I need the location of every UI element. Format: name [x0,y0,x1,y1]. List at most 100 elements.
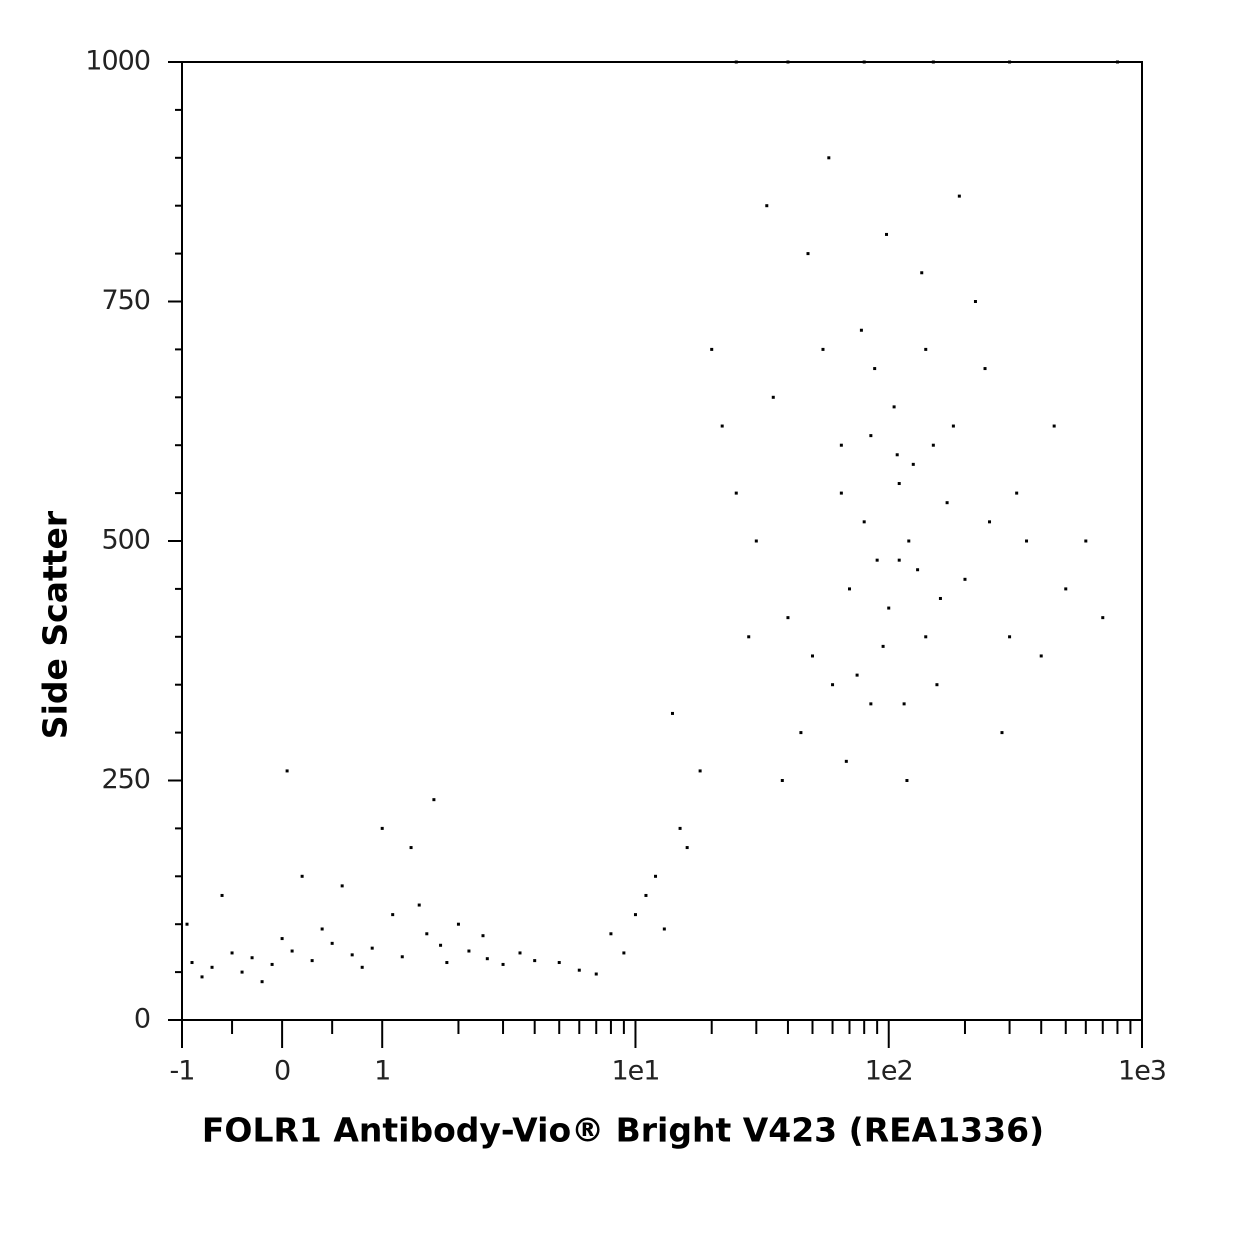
data-point [670,711,674,715]
data-point [907,539,911,543]
data-point [935,683,939,687]
y-tick-label: 250 [101,764,150,795]
data-point [905,779,909,782]
data-point [557,961,561,965]
data-point [678,826,682,830]
data-point [873,367,877,371]
data-point [417,903,421,907]
data-point [827,156,831,160]
data-point [844,759,848,763]
data-point [862,520,866,524]
data-point [1084,539,1088,543]
data-point [633,913,637,917]
data-point [340,884,344,888]
plot-frame [181,61,1143,1021]
data-point [957,194,961,198]
data-point [931,60,935,64]
data-point [330,941,334,945]
data-point [1115,60,1119,64]
data-point [973,300,977,303]
data-point [916,568,920,572]
data-point [185,922,189,926]
data-point [698,769,702,773]
x-tick-label: 1 [374,1056,390,1087]
data-point [710,347,714,351]
data-point [821,347,825,351]
data-point [988,520,992,524]
data-point [920,271,924,275]
data-point [720,424,724,428]
data-point [810,654,814,658]
data-point [432,798,436,802]
y-axis-title: Side Scatter [36,510,75,739]
data-point [481,934,485,938]
data-point [445,961,449,965]
data-point [799,731,803,735]
data-point [1008,60,1012,64]
data-point [831,683,835,687]
data-point [220,893,224,897]
data-point [951,424,955,428]
data-point [869,702,873,706]
data-point [1064,587,1068,591]
data-point [290,949,294,953]
data-point [310,959,314,963]
x-tick-label: 1e3 [1118,1056,1166,1087]
data-point [391,913,395,917]
data-point [734,491,738,495]
data-point [806,252,810,256]
data-point [1000,731,1004,735]
data-point [963,577,967,581]
data-point [320,927,324,931]
data-point [609,932,613,936]
data-point [270,962,274,966]
data-point [855,673,859,677]
data-point [280,937,284,941]
data-point [938,596,942,600]
data-point [200,975,204,979]
data-point [887,606,891,610]
data-point [230,951,234,955]
y-tick-label: 0 [134,1004,150,1035]
data-point [467,949,471,953]
x-tick-label: 1e1 [611,1056,659,1087]
data-point [786,60,790,64]
data-point [839,443,843,447]
data-point [885,232,889,236]
data-point [1052,424,1056,428]
data-point [190,961,194,965]
data-point [734,60,738,64]
data-point [350,953,354,957]
data-point [862,60,866,64]
data-point [685,846,689,850]
data-point [250,956,254,960]
data-point [924,347,928,351]
data-point [400,955,404,959]
data-point [869,434,873,438]
data-point [518,951,522,955]
data-point [839,491,843,495]
data-point [300,874,304,878]
data-point [771,395,775,399]
data-point [754,539,758,543]
data-point [533,959,537,963]
data-point [210,965,214,969]
x-tick-label: 0 [274,1056,290,1087]
data-point [897,482,901,486]
y-tick-label: 500 [101,525,150,556]
data-point [848,587,852,591]
data-point [1039,654,1043,658]
x-tick-label: -1 [170,1056,195,1087]
data-point [260,980,264,984]
data-point [945,501,949,505]
data-point [931,443,935,447]
data-point [1008,635,1012,639]
data-point [902,702,906,706]
data-point [1025,539,1029,543]
data-point [859,328,863,332]
data-point [409,846,413,850]
data-point [881,644,885,648]
data-point [501,962,505,966]
data-point [360,965,364,969]
